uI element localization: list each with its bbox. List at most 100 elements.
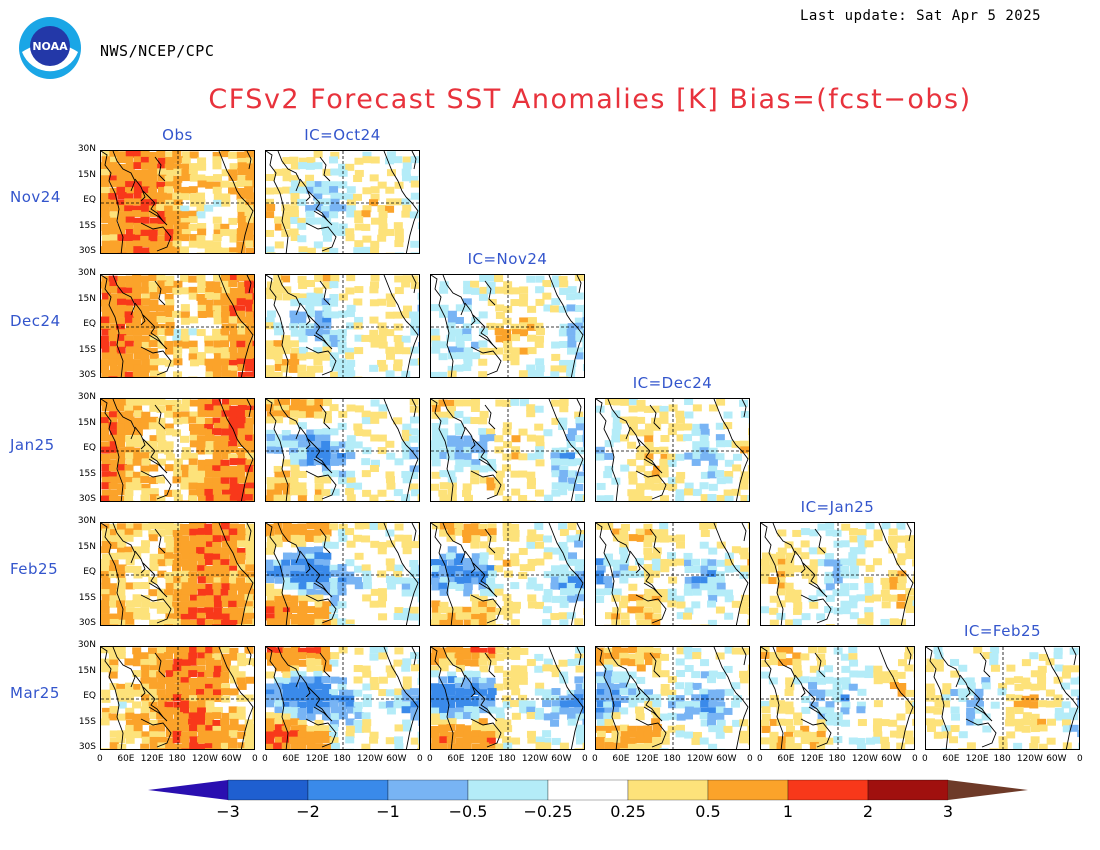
map-panel-dec24-ic-oct24	[265, 274, 420, 378]
lon-tick-label: 0	[747, 754, 753, 764]
lat-tick-label: 30N	[77, 640, 96, 650]
colorbar-tick-label: −1	[376, 802, 400, 821]
lon-tick-label: 0	[582, 754, 588, 764]
lon-tick-label: 60W	[551, 754, 572, 764]
map-panel-mar25-ic-feb25	[925, 646, 1080, 750]
lat-tick-label: 30N	[77, 144, 96, 154]
lat-tick-label: 15S	[78, 344, 96, 355]
map-panel-feb25-ic-dec24	[595, 522, 750, 626]
lat-tick-label: EQ	[83, 443, 96, 453]
map-panel-mar25-ic-oct24	[265, 646, 420, 750]
lon-tick-label: 60W	[716, 754, 737, 764]
lat-tick-label: 15S	[78, 716, 96, 727]
colorbar-segment	[307, 779, 389, 801]
lon-tick-label: 0	[417, 754, 423, 764]
lon-tick-label: 60W	[881, 754, 902, 764]
colorbar-tick-label: 2	[862, 802, 874, 821]
map-panel-nov24-ic-oct24	[265, 150, 420, 254]
colorbar-segment	[867, 779, 949, 801]
lon-tick-label: 180	[828, 754, 846, 764]
lon-tick-label: 120E	[800, 754, 824, 764]
row-label-jan25: Jan25	[10, 436, 55, 454]
colorbar-tick-label: 1	[782, 802, 794, 821]
map-panel-mar25-ic-dec24	[595, 646, 750, 750]
colorbar-segment	[627, 779, 709, 801]
lat-tick-label: 15N	[77, 417, 96, 428]
lat-tick-label: 15N	[77, 541, 96, 552]
lon-tick-label: 0	[262, 754, 268, 764]
colorbar-right-arrow	[948, 780, 1028, 800]
map-panel-jan25-ic-dec24	[595, 398, 750, 502]
lon-tick-label: 180	[993, 754, 1011, 764]
column-header-ic-oct24: IC=Oct24	[304, 126, 381, 144]
lon-tick-label: 120E	[305, 754, 329, 764]
lon-tick-label: 120W	[1016, 754, 1043, 764]
map-panel-jan25-ic-oct24	[265, 398, 420, 502]
colorbar-segment	[227, 779, 309, 801]
colorbar-tick-label: −3	[216, 802, 240, 821]
map-panel-mar25-obs	[100, 646, 255, 750]
lon-tick-label: 120E	[470, 754, 494, 764]
lon-tick-label: 60E	[777, 754, 795, 764]
colorbar	[148, 779, 1028, 801]
row-label-mar25: Mar25	[10, 684, 60, 702]
lat-tick-label: 15N	[77, 169, 96, 180]
lon-tick-label: 60E	[447, 754, 465, 764]
lat-tick-label: 15N	[77, 665, 96, 676]
row-label-feb25: Feb25	[10, 560, 59, 578]
map-panel-nov24-obs	[100, 150, 255, 254]
page-title: CFSv2 Forecast SST Anomalies [K] Bias=(f…	[208, 84, 972, 115]
lon-tick-label: 0	[912, 754, 918, 764]
lat-tick-label: 30S	[78, 742, 96, 752]
lon-tick-label: 180	[663, 754, 681, 764]
lon-tick-label: 120E	[635, 754, 659, 764]
map-panel-jan25-obs	[100, 398, 255, 502]
colorbar-left-arrow	[148, 780, 228, 800]
lat-tick-label: 15S	[78, 592, 96, 603]
lat-tick-label: 30N	[77, 392, 96, 402]
lon-tick-label: 0	[252, 754, 258, 764]
column-header-ic-jan25: IC=Jan25	[800, 498, 875, 516]
colorbar-tick-label: 3	[942, 802, 954, 821]
lat-tick-label: 30S	[78, 618, 96, 628]
lon-tick-label: 60W	[386, 754, 407, 764]
lon-tick-label: 60E	[282, 754, 300, 764]
lat-tick-label: 15N	[77, 293, 96, 304]
colorbar-tick-label: −0.25	[523, 802, 573, 821]
lon-tick-label: 60W	[221, 754, 242, 764]
map-panel-mar25-ic-jan25	[760, 646, 915, 750]
lat-tick-label: EQ	[83, 567, 96, 577]
column-header-obs: Obs	[162, 126, 193, 144]
column-header-ic-dec24: IC=Dec24	[632, 374, 713, 392]
colorbar-segment	[467, 779, 549, 801]
lat-tick-label: 30N	[77, 268, 96, 278]
colorbar-segment	[707, 779, 789, 801]
colorbar-tick-label: −0.5	[448, 802, 488, 821]
map-panel-mar25-ic-nov24	[430, 646, 585, 750]
lon-tick-label: 120W	[356, 754, 383, 764]
map-panel-dec24-obs	[100, 274, 255, 378]
lon-tick-label: 60E	[117, 754, 135, 764]
map-panel-feb25-ic-oct24	[265, 522, 420, 626]
lat-tick-label: 30N	[77, 516, 96, 526]
noaa-logo: NOAA	[19, 17, 81, 79]
lat-tick-label: 15S	[78, 468, 96, 479]
agency-label: NWS/NCEP/CPC	[100, 42, 215, 60]
column-header-ic-feb25: IC=Feb25	[963, 622, 1042, 640]
map-panel-feb25-ic-nov24	[430, 522, 585, 626]
lat-tick-label: 30S	[78, 246, 96, 256]
colorbar-segment	[787, 779, 869, 801]
lon-tick-label: 60E	[942, 754, 960, 764]
lon-tick-label: 60E	[612, 754, 630, 764]
lon-tick-label: 0	[922, 754, 928, 764]
lat-tick-label: EQ	[83, 691, 96, 701]
lat-tick-label: 30S	[78, 494, 96, 504]
colorbar-tick-label: −2	[296, 802, 320, 821]
noaa-logo-text: NOAA	[32, 40, 68, 53]
colorbar-segment	[547, 779, 629, 801]
colorbar-tick-label: 0.25	[610, 802, 646, 821]
lon-tick-label: 60W	[1046, 754, 1067, 764]
lon-tick-label: 0	[427, 754, 433, 764]
map-panel-feb25-ic-jan25	[760, 522, 915, 626]
lon-tick-label: 120W	[191, 754, 218, 764]
